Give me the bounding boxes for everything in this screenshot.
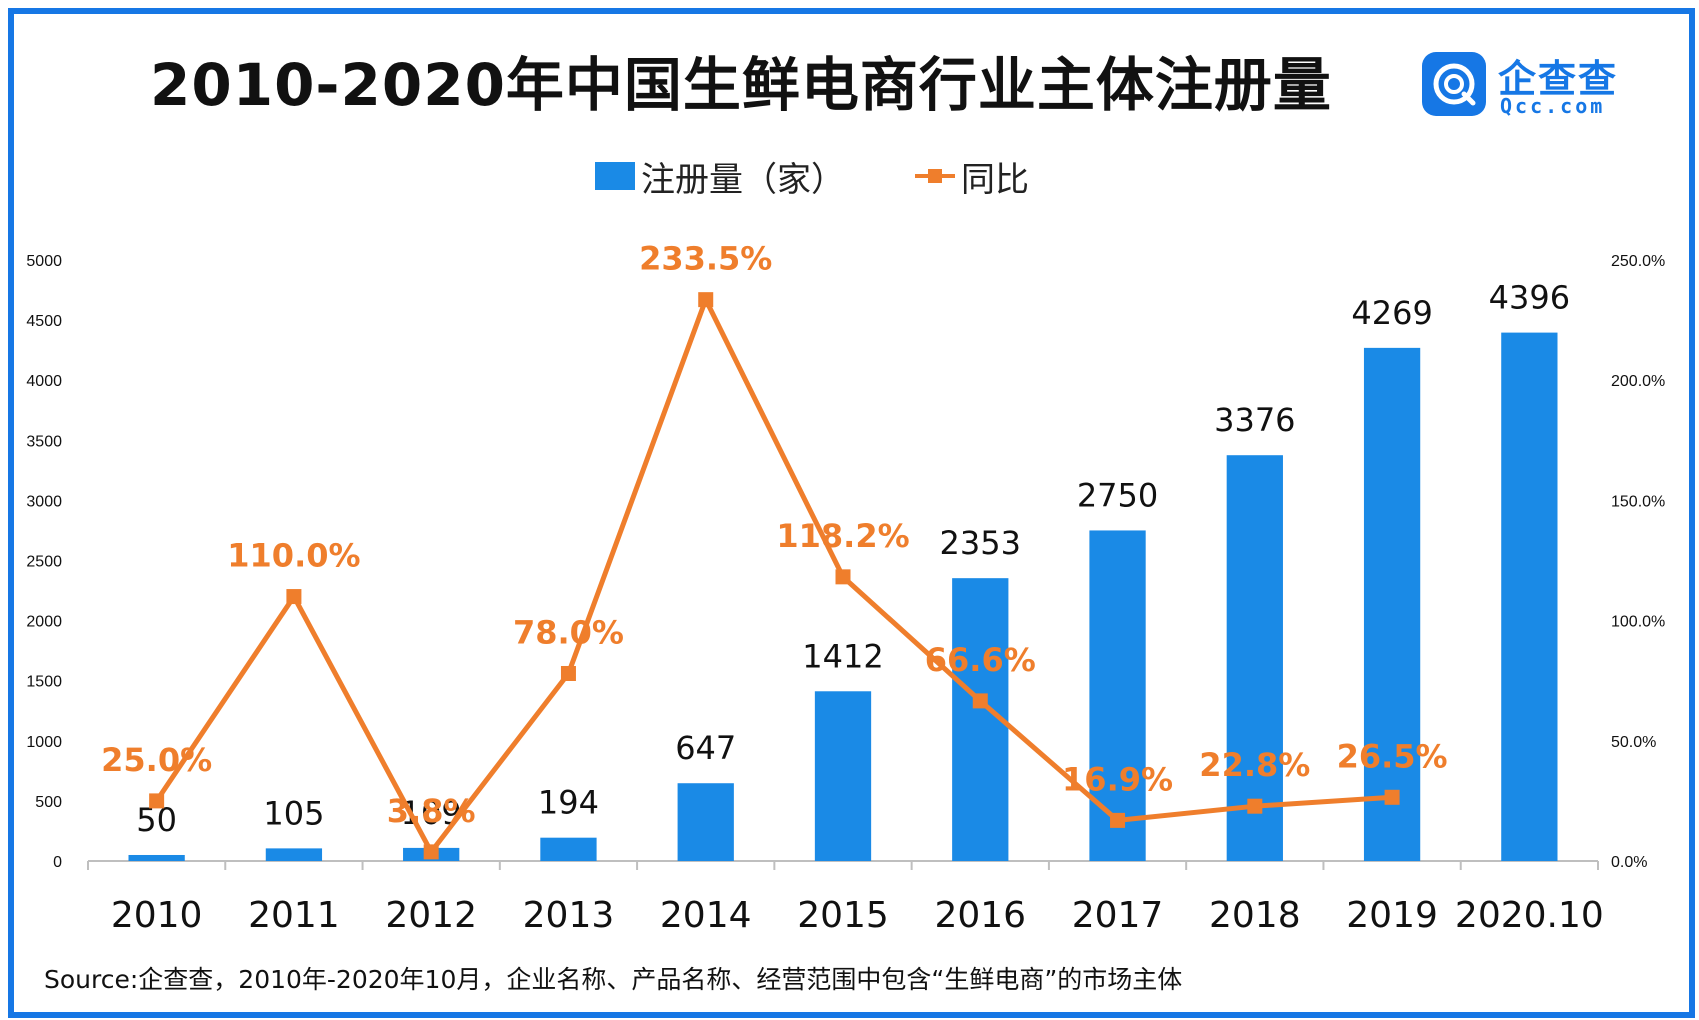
source-note: Source:企查查，2010年-2020年10月，企业名称、产品名称、经营范围… (44, 965, 1183, 994)
legend-item-bar: 注册量（家） (595, 152, 845, 201)
line-point (1247, 798, 1263, 814)
bar-value-label: 647 (675, 729, 736, 767)
y-left-tick-label: 1500 (26, 674, 62, 691)
x-tick-label: 2011 (248, 895, 340, 936)
bar (128, 854, 185, 861)
line-value-label: 66.6% (925, 641, 1036, 679)
y-right-tick-label: 50.0% (1611, 734, 1656, 751)
qcc-logo-icon (1422, 52, 1486, 116)
x-tick-label: 2012 (385, 895, 477, 936)
x-tick-label: 2017 (1072, 895, 1164, 936)
x-tick-label: 2015 (797, 895, 889, 936)
x-tick-label: 2020.10 (1455, 895, 1604, 936)
line-point (1110, 812, 1126, 828)
line-value-label: 233.5% (639, 240, 772, 278)
bar-value-label: 1412 (802, 637, 883, 675)
x-tick-label: 2014 (660, 895, 752, 936)
legend-line-label: 同比 (961, 159, 1029, 200)
bar-value-label: 3376 (1214, 401, 1295, 439)
line-point (286, 589, 302, 605)
y-left-tick-label: 2000 (26, 614, 62, 631)
line-value-label: 78.0% (513, 613, 624, 651)
y-left-tick-label: 0 (53, 854, 62, 871)
x-tick-label: 2019 (1346, 895, 1438, 936)
bar (1363, 347, 1421, 861)
bar-value-label: 194 (538, 784, 599, 822)
chart-legend: 注册量（家） 同比 (595, 152, 1099, 201)
y-left-tick-label: 4500 (26, 313, 62, 330)
x-tick-label: 2018 (1209, 895, 1301, 936)
y-left-tick-label: 2500 (26, 554, 62, 571)
chart-title: 2010-2020年中国生鲜电商行业主体注册量 (150, 51, 1332, 119)
bar (677, 783, 734, 861)
y-right-tick-label: 100.0% (1611, 614, 1665, 631)
line-series (154, 297, 1393, 855)
y-left-tick-label: 3000 (26, 493, 62, 510)
y-left-tick-label: 4000 (26, 373, 62, 390)
line-value-label: 26.5% (1337, 737, 1448, 775)
line-value-label: 3.8% (387, 792, 476, 830)
legend-line-swatch (915, 162, 955, 190)
line-point (423, 844, 439, 860)
y-right-tick-label: 0.0% (1611, 854, 1647, 871)
bar-value-label: 2750 (1077, 476, 1158, 514)
bar (814, 691, 872, 861)
y-left-tick-label: 1000 (26, 734, 62, 751)
legend-item-line: 同比 (915, 152, 1029, 201)
bar (1501, 332, 1558, 861)
bar (265, 848, 323, 861)
line-point (1384, 789, 1400, 805)
bar (1089, 530, 1146, 861)
bar-value-label: 2353 (940, 524, 1021, 562)
line-value-label: 110.0% (227, 537, 360, 575)
line-value-label: 16.9% (1062, 760, 1173, 798)
bar-value-label: 4396 (1489, 279, 1570, 317)
line-value-label: 118.2% (776, 517, 909, 555)
x-tick-label: 2013 (523, 895, 615, 936)
line-value-label: 22.8% (1199, 746, 1310, 784)
bar-value-label: 105 (263, 794, 324, 832)
bar (1226, 455, 1283, 861)
legend-bar-label: 注册量（家） (641, 159, 845, 200)
line-point (972, 693, 988, 709)
y-left-tick-label: 5000 (26, 253, 62, 270)
x-tick-label: 2016 (934, 895, 1026, 936)
y-left-tick-label: 500 (35, 794, 62, 811)
y-right-tick-label: 250.0% (1611, 253, 1665, 270)
logo-domain: Qcc.com (1500, 94, 1606, 118)
line-point (698, 292, 714, 308)
y-right-tick-label: 200.0% (1611, 373, 1665, 390)
y-left-tick-label: 3500 (26, 433, 62, 450)
y-right-tick-label: 150.0% (1611, 493, 1665, 510)
line-point (835, 569, 851, 585)
x-tick-label: 2010 (111, 895, 203, 936)
line-point (149, 793, 165, 809)
bar-value-label: 4269 (1351, 294, 1432, 332)
line-point (560, 665, 576, 681)
legend-bar-swatch (595, 162, 635, 190)
brand-logo: 企查查 Qcc.com (1422, 48, 1672, 118)
bar (540, 837, 597, 861)
line-value-label: 25.0% (101, 741, 212, 779)
logo-name: 企查查 (1498, 57, 1619, 101)
